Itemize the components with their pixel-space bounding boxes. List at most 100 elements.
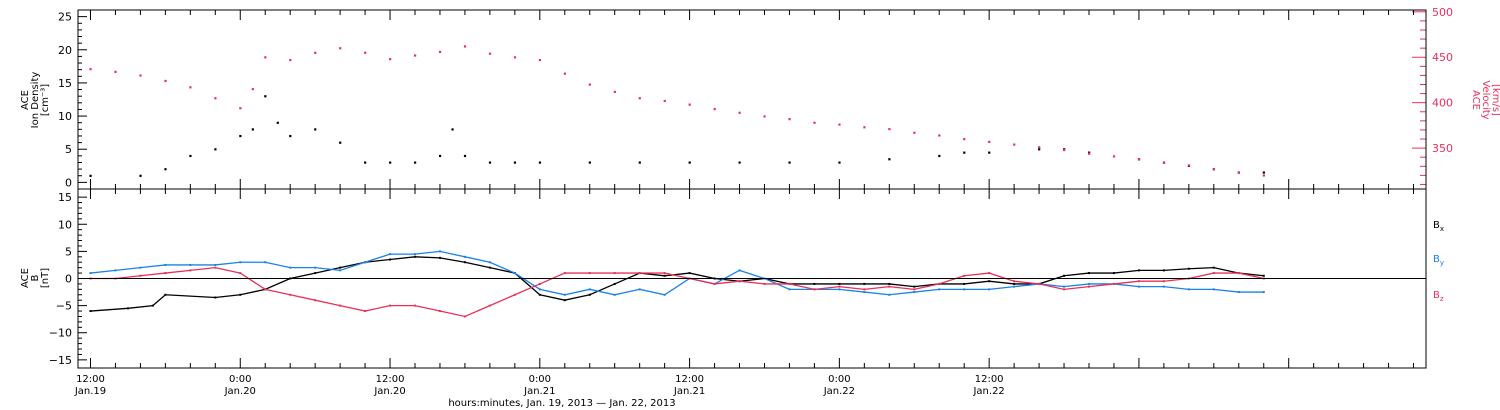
b-series-point-by-5: [214, 263, 217, 266]
b-series-point-bz-5: [214, 266, 217, 269]
b-series-point-bx-42: [1162, 269, 1165, 272]
density-velocity-point-1-34: [913, 131, 916, 134]
density-velocity-point-1-39: [1038, 146, 1041, 149]
b-series-point-bx-3: [164, 293, 167, 296]
b-series-point-bz-22: [638, 272, 641, 275]
b-series-point-bz-9: [314, 299, 317, 302]
b-series-point-by-13: [414, 253, 416, 256]
density-velocity-point-1-23: [638, 97, 641, 100]
b-series-point-bz-35: [963, 274, 966, 277]
b-series-point-by-18: [538, 288, 541, 291]
density-velocity-point-0-22: [638, 161, 641, 164]
density-velocity-point-1-47: [1237, 171, 1240, 174]
b-series-point-by-3: [164, 263, 167, 266]
b-series-point-bz-3: [164, 272, 167, 275]
density-velocity-point-0-24: [738, 161, 741, 164]
b-series-point-by-15: [463, 255, 466, 258]
b-series-point-bz-31: [863, 288, 866, 291]
density-velocity-point-1-4: [189, 86, 192, 89]
b-series-point-bx-41: [1137, 269, 1140, 272]
density-velocity-point-1-19: [538, 58, 542, 62]
x-tick-label-date: Jan.20: [373, 386, 405, 397]
density-velocity-point-1-48: [1262, 174, 1265, 177]
bottom-tick-label: −15: [49, 354, 72, 367]
b-series-point-bz-17: [513, 293, 516, 296]
b-series-point-bz-12: [389, 304, 392, 307]
b-series-point-by-30: [838, 288, 841, 291]
b-series-point-by-35: [963, 288, 966, 291]
density-velocity-point-0-11: [339, 141, 342, 144]
b-series-point-bx-30: [863, 282, 866, 285]
density-velocity-point-1-29: [788, 118, 791, 121]
legend-bx: Bx: [1433, 220, 1444, 233]
b-series-point-by-26: [738, 269, 741, 272]
b-series-point-by-0: [89, 272, 92, 275]
b-series-point-by-37: [1013, 285, 1016, 288]
b-series-point-by-44: [1187, 288, 1190, 291]
b-series-point-bz-7: [264, 288, 267, 291]
density-velocity-point-1-10: [314, 51, 317, 54]
top-right-axis-title-line: Velocity: [1480, 80, 1491, 119]
density-velocity-point-0-7: [264, 95, 267, 98]
density-velocity-point-0-4: [214, 148, 217, 151]
b-series-line-by: [90, 250, 1264, 296]
b-series-point-by-4: [189, 263, 192, 266]
b-series-point-bz-45: [1212, 272, 1215, 275]
b-series-point-by-12: [389, 253, 392, 256]
density-velocity-point-0-25: [788, 161, 791, 164]
top-right-tick-label: 400: [1432, 97, 1453, 110]
top-right-axis-title-line: [km/s]: [1490, 84, 1500, 116]
b-series-point-bz-38: [1038, 282, 1041, 285]
b-series-point-bz-46: [1237, 272, 1240, 275]
density-velocity-point-1-2: [139, 74, 142, 77]
density-velocity-point-1-36: [963, 138, 966, 141]
top-left-tick-label: 10: [58, 110, 72, 123]
b-series-point-bx-12: [414, 255, 416, 258]
b-series-point-by-11: [364, 261, 367, 264]
b-series-point-bx-2: [151, 304, 154, 307]
bottom-axis-title-line: B: [30, 274, 41, 281]
top-left-tick-label: 15: [58, 77, 72, 90]
top-panel-frame: [77, 9, 1427, 190]
density-velocity-point-1-22: [613, 90, 616, 93]
b-series-point-bz-21: [613, 272, 616, 275]
x-tick-label-time: 12:00: [376, 374, 405, 385]
bottom-panel-frame: [77, 188, 1427, 369]
bottom-axis-title-line: ACE: [20, 268, 31, 288]
b-series-point-bx-32: [913, 285, 916, 288]
b-series-point-bx-9: [339, 266, 342, 269]
b-series-point-bz-23: [663, 272, 666, 275]
density-velocity-point-1-25: [688, 103, 691, 106]
density-velocity-point-1-33: [888, 128, 891, 131]
density-velocity-point-1-35: [938, 134, 941, 137]
density-velocity-point-0-14: [414, 161, 417, 164]
b-series-point-bz-25: [713, 282, 716, 285]
b-series-point-bx-43: [1187, 267, 1190, 270]
density-velocity-point-1-38: [1013, 143, 1016, 146]
b-series-point-bz-34: [938, 282, 941, 285]
b-series-point-bx-36: [1013, 282, 1016, 285]
b-series-point-bz-2: [139, 274, 142, 277]
b-series-point-bz-32: [888, 285, 891, 288]
b-series-point-by-16: [488, 261, 491, 264]
top-left-axis-title-line: ACE: [20, 90, 31, 110]
density-velocity-point-1-5: [214, 97, 217, 100]
density-velocity-point-1-1: [114, 70, 117, 73]
b-series-point-bx-18: [563, 299, 566, 302]
b-series-point-bx-19: [588, 293, 591, 296]
b-series-point-bx-35: [988, 280, 991, 283]
x-tick-label-date: Jan.21: [673, 386, 705, 397]
bottom-tick-label: −5: [56, 300, 72, 313]
b-series-point-bx-31: [888, 282, 891, 285]
b-series-point-bz-15: [463, 315, 466, 318]
bottom-tick-label: −10: [49, 327, 72, 340]
b-series-point-by-45: [1212, 288, 1215, 291]
density-velocity-point-0-31: [1038, 148, 1041, 151]
density-velocity-point-1-24: [663, 99, 666, 103]
b-series-point-bz-16: [488, 304, 491, 307]
b-series-point-by-32: [888, 293, 891, 296]
b-series-point-by-7: [264, 261, 267, 264]
b-series-point-by-8: [289, 266, 292, 269]
